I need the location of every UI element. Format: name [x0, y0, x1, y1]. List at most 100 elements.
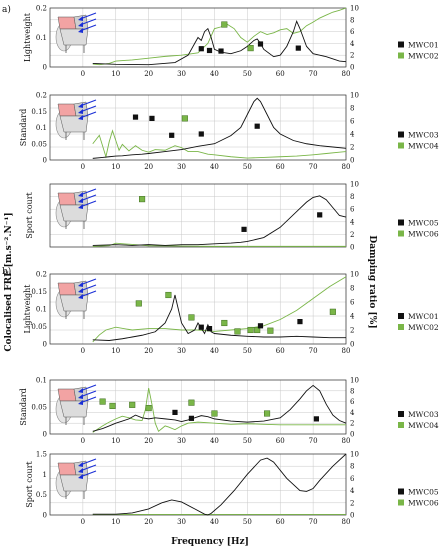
y2-tick-label: 2: [350, 144, 354, 152]
y2-tick-label: 10: [350, 271, 359, 279]
x-tick-label: 20: [144, 347, 153, 355]
black-marker: [132, 114, 139, 120]
y-tick-label: 0: [43, 341, 47, 349]
black-marker: [254, 123, 260, 129]
y2-tick-label: 4: [350, 313, 355, 321]
y-tick-label: 0.1: [36, 306, 47, 314]
x-tick-label: 80: [342, 163, 351, 171]
black-marker: [257, 323, 264, 329]
panel-ylabel: Lightweight: [23, 284, 32, 334]
y2-tick-label: 2: [350, 327, 354, 335]
icon-arrow-head: [78, 192, 83, 197]
icon-stand-body: [59, 474, 89, 492]
legend-swatch: [398, 230, 404, 237]
legend-label: MWC05: [408, 219, 439, 228]
y2-tick-label: 4: [350, 131, 355, 139]
frf-line: [92, 294, 346, 341]
green-marker: [109, 402, 116, 409]
green-marker: [139, 196, 146, 203]
x-tick-label: 80: [342, 437, 351, 445]
panel-ylabel: Sport court: [25, 191, 34, 238]
legend-label: MWC04: [408, 421, 439, 430]
green-marker: [181, 115, 188, 122]
y-tick-label: 0: [43, 64, 47, 72]
x-tick-label: 40: [210, 163, 219, 171]
grandstand-model-icon: [55, 188, 97, 229]
damping-ratio-line: [92, 388, 346, 433]
icon-arrow-head: [78, 474, 83, 479]
part-label-a: a): [2, 4, 11, 15]
y-tick-label: 0: [43, 431, 47, 439]
icon-red-face: [57, 16, 77, 30]
icon-arrow-head: [78, 462, 83, 467]
x-tick-label: 20: [144, 163, 153, 171]
panel-6: 0 0.5 1 1.5 0 2 4 6 8 10 0 10 20 30 40 50 60 70 80 Sport co…: [25, 451, 439, 527]
legend-swatch: [398, 499, 404, 506]
y2-tick-label: 8: [350, 463, 354, 471]
x-tick-label: 60: [276, 518, 285, 526]
y2-tick-label: 6: [350, 118, 355, 126]
green-marker: [165, 291, 172, 299]
y-tick-label: 0.05: [31, 140, 47, 148]
legend-swatch: [398, 324, 404, 330]
black-marker: [188, 415, 195, 421]
y2-tick-label: 4: [350, 218, 355, 226]
x-tick-label: 10: [111, 518, 120, 526]
x-tick-label: 10: [111, 70, 120, 78]
y2-tick-label: 10: [350, 377, 359, 385]
icon-arrow-head: [78, 282, 83, 287]
green-marker: [129, 401, 136, 408]
y2-tick-label: 0: [350, 157, 354, 165]
y-tick-label: 0: [43, 512, 47, 520]
icon-arrow-head: [78, 109, 83, 114]
icon-stand-body: [59, 294, 89, 312]
legend-label: MWC03: [408, 410, 439, 419]
x-tick-label: 20: [144, 518, 153, 526]
x-tick-label: 10: [111, 163, 120, 171]
x-tick-label: 80: [342, 70, 351, 78]
black-marker: [297, 319, 303, 325]
y2-tick-label: 2: [350, 52, 354, 60]
x-tick-label: 60: [276, 347, 285, 355]
plot-frame: [49, 453, 347, 516]
plot-frame: [49, 273, 347, 345]
icon-red-face: [57, 388, 77, 402]
y-tick-label: 0.5: [36, 491, 47, 499]
legend-label: MWC01: [408, 41, 439, 50]
part-label-b: b): [2, 266, 11, 277]
legend-swatch: [398, 41, 404, 48]
shared-ylabel-right: Damping ratio [%]: [367, 235, 377, 328]
x-tick-label: 50: [243, 70, 252, 78]
y2-tick-label: 4: [350, 409, 355, 417]
y-tick-label: 0: [43, 157, 47, 165]
x-tick-label: 40: [210, 437, 219, 445]
panel-2: 0 0.05 0.1 0.15 0.2 0 2 4 6 8 10 0 10 20 30 40 50 60 70 80 S…: [19, 92, 439, 172]
icon-arrow-head: [78, 28, 83, 33]
plot-frame: [49, 379, 347, 435]
green-marker: [145, 405, 152, 412]
panel-ylabel: Lightweight: [23, 12, 32, 62]
y2-tick-label: 10: [350, 92, 359, 100]
y-tick-label: 0.15: [31, 288, 47, 296]
icon-arrow-head: [78, 16, 83, 21]
x-tick-label: 70: [309, 518, 318, 526]
x-tick-label: 30: [177, 347, 186, 355]
icon-stand-body: [59, 400, 89, 418]
icon-arrow-head: [78, 198, 83, 203]
icon-red-face: [57, 462, 77, 476]
green-marker: [221, 21, 228, 28]
icon-arrow-head: [78, 115, 83, 120]
legend-label: MWC02: [408, 52, 439, 61]
y-tick-label: 0.1: [36, 377, 47, 385]
black-marker: [241, 226, 247, 232]
green-marker: [188, 314, 195, 321]
y2-tick-label: 6: [350, 28, 355, 36]
damping-ratio-line: [92, 276, 347, 343]
panel-1: 0 0.1 0.2 0 2 4 6 8 10 0 10 20 30 40 50 60 70 80 Lightweig…: [23, 5, 439, 79]
icon-red-face: [57, 192, 77, 206]
green-marker: [135, 300, 142, 307]
frf-line: [92, 20, 347, 66]
frf-line: [92, 384, 347, 432]
green-marker: [221, 319, 228, 327]
